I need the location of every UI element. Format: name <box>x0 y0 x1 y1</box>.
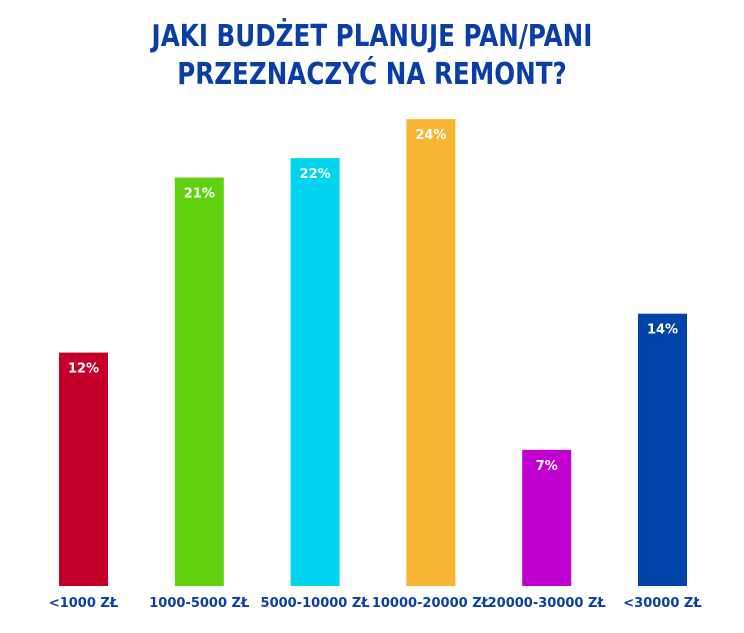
bar-value-label-4: 24% <box>415 128 446 143</box>
bar-4 <box>406 119 456 586</box>
category-label-1: <1000 ZŁ <box>49 596 118 611</box>
chart-title-line-2: PRZEZNACZYĆ NA REMONT? <box>177 57 567 92</box>
chart-title-line-1: JAKI BUDŻET PLANUJE PAN/PANI <box>151 19 593 54</box>
category-label-2: 1000-5000 ZŁ <box>149 596 249 611</box>
bar-6 <box>638 313 687 586</box>
category-label-3: 5000-10000 ZŁ <box>261 596 370 611</box>
category-label-4: 10000-20000 ZŁ <box>372 596 490 611</box>
category-label-5: 20000-30000 ZŁ <box>488 596 606 611</box>
bar-2 <box>174 177 224 587</box>
bar-value-label-6: 14% <box>647 323 678 338</box>
bar-value-label-2: 21% <box>184 187 215 202</box>
bar-value-label-3: 22% <box>300 167 331 182</box>
bar-value-label-1: 12% <box>68 362 99 377</box>
chart-title: JAKI BUDŻET PLANUJE PAN/PANI PRZEZNACZYĆ… <box>67 18 677 94</box>
bar-5 <box>522 449 572 586</box>
bar-value-label-5: 7% <box>536 459 558 474</box>
bar-3 <box>290 158 340 586</box>
bar-1 <box>59 352 108 586</box>
category-label-6: <30000 ZŁ <box>623 596 701 611</box>
